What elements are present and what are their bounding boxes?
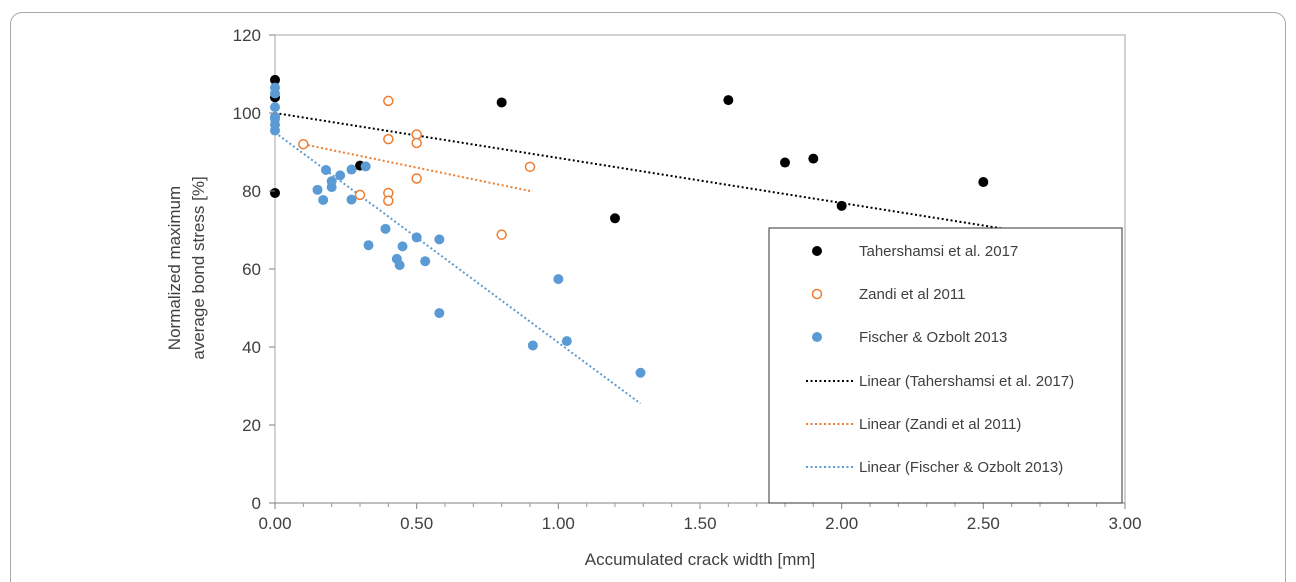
data-point	[298, 138, 309, 150]
x-tick-label: 1.50	[683, 514, 716, 533]
data-point	[496, 229, 507, 240]
trendline	[274, 131, 642, 405]
data-point	[434, 234, 445, 245]
data-point	[561, 336, 572, 347]
data-point	[270, 187, 280, 198]
data-point	[397, 241, 408, 252]
data-point	[383, 195, 394, 206]
y-tick-label: 0	[252, 494, 261, 513]
x-tick-label: 2.50	[967, 514, 1000, 533]
data-point	[380, 223, 391, 234]
data-point	[360, 161, 371, 172]
data-point	[836, 200, 847, 211]
data-point-layer	[270, 74, 989, 378]
data-point	[496, 97, 507, 108]
data-point	[394, 260, 405, 271]
y-tick-label: 20	[242, 416, 261, 435]
data-point	[411, 173, 422, 184]
data-point	[808, 153, 819, 164]
data-point	[363, 240, 374, 251]
y-axis: 0 20 40 60 80 100 120	[233, 26, 275, 513]
data-point	[312, 184, 323, 195]
legend-box	[768, 227, 1123, 504]
data-point	[270, 125, 280, 136]
x-tick-label: 2.00	[825, 514, 858, 533]
data-point	[553, 274, 564, 285]
legend-label: Tahershamsi et al. 2017	[859, 243, 1018, 260]
y-tick-label: 100	[233, 104, 261, 123]
data-point	[411, 129, 422, 140]
x-tick-label: 3.00	[1108, 514, 1141, 533]
legend-label: Linear (Zandi et al 2011)	[859, 416, 1021, 433]
data-point	[780, 157, 790, 168]
data-point	[335, 170, 346, 181]
data-point	[354, 189, 366, 201]
y-tick-label: 120	[233, 26, 261, 45]
chart-frame	[10, 12, 1286, 582]
trendline-layer	[274, 112, 1012, 405]
y-axis-title: Normalized maximum average bond stress […	[165, 176, 208, 359]
data-point	[723, 95, 734, 106]
legend-marker	[812, 332, 822, 342]
legend-label: Linear (Tahershamsi et al. 2017)	[859, 373, 1074, 390]
y-tick-label: 40	[242, 338, 261, 357]
data-point	[635, 367, 646, 378]
data-point	[383, 95, 394, 107]
data-point	[527, 340, 538, 351]
data-point	[270, 102, 280, 113]
legend-marker	[811, 288, 823, 300]
data-point	[434, 308, 445, 319]
data-point	[420, 256, 431, 267]
data-point	[610, 213, 620, 224]
x-tick-label: 0.00	[258, 514, 291, 533]
data-point	[270, 88, 280, 99]
legend: Tahershamsi et al. 2017 Zandi et al 2011 F…	[768, 227, 1123, 504]
y-axis-title-line-1: Normalized maximum	[165, 186, 184, 350]
data-point	[411, 232, 422, 243]
data-point	[524, 161, 536, 173]
data-point	[346, 164, 357, 175]
legend-label: Linear (Fischer & Ozbolt 2013)	[859, 459, 1063, 476]
data-point	[346, 194, 357, 205]
x-axis: 0.00 0.50 1.00 1.50 2.00 2.50 3.00	[258, 502, 1142, 533]
y-axis-title-line-2: average bond stress [%]	[189, 176, 208, 359]
x-tick-label: 0.50	[400, 514, 433, 533]
legend-label: Fischer & Ozbolt 2013	[859, 329, 1007, 346]
data-point	[326, 182, 337, 193]
y-tick-label: 80	[242, 182, 261, 201]
legend-marker	[812, 246, 822, 256]
x-tick-label: 1.00	[542, 514, 575, 533]
y-tick-label: 60	[242, 260, 261, 279]
data-point	[411, 137, 422, 149]
trendline	[274, 112, 1012, 231]
data-point	[321, 164, 331, 175]
data-point	[318, 194, 329, 205]
x-axis-title: Accumulated crack width [mm]	[585, 550, 816, 569]
data-point	[383, 133, 394, 145]
data-point	[270, 74, 280, 85]
data-point	[978, 177, 989, 188]
legend-label: Zandi et al 2011	[859, 286, 965, 303]
